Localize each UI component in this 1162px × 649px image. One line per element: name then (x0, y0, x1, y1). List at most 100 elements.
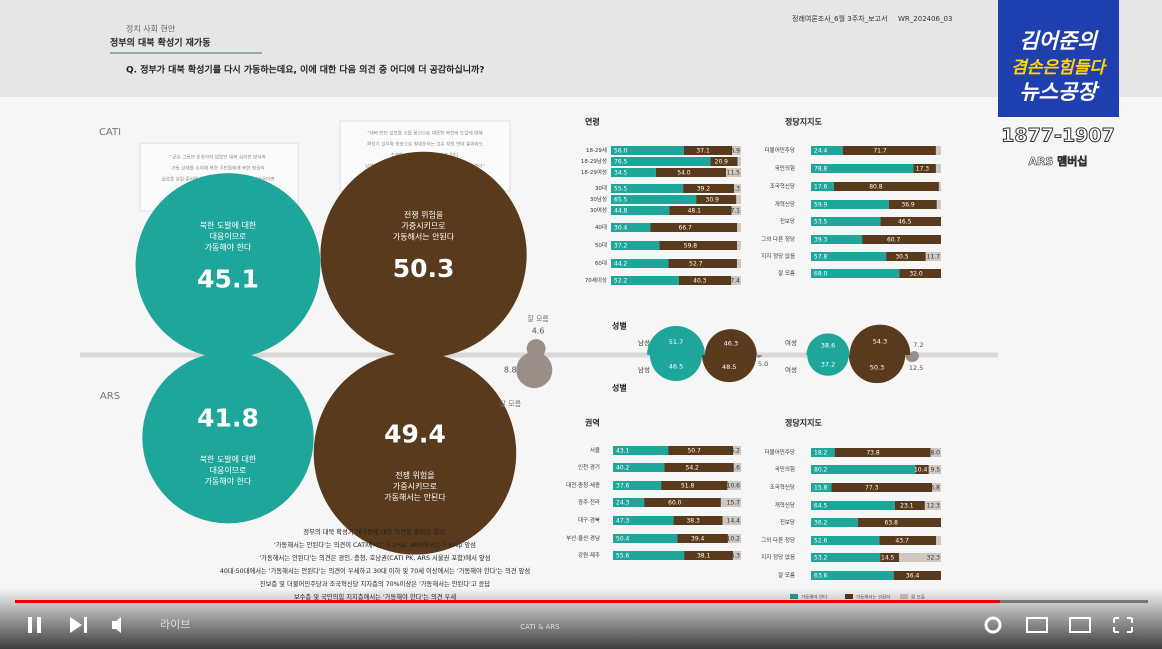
answer-value: 4.6 (532, 327, 545, 336)
bar-label: 5.3 (730, 185, 740, 192)
bar-label: 14.5 (881, 554, 895, 561)
bar-segment (611, 206, 670, 215)
bar-segment (732, 146, 741, 155)
bar-segment (811, 182, 834, 191)
bar-segment (880, 553, 900, 562)
bar-label: 15.8 (814, 484, 828, 491)
bar-segment (733, 463, 741, 472)
bar-label: 46.5 (898, 218, 912, 225)
bar-segment (655, 168, 727, 177)
bar-label: 53.5 (814, 218, 828, 225)
chapter-label: CATI & ARS (520, 623, 560, 631)
row-label: 50대 (595, 241, 607, 249)
theater-button[interactable] (1069, 617, 1091, 633)
bar-segment (611, 195, 697, 204)
bar-label: 8.0 (930, 449, 940, 456)
gender-value: 7.2 (913, 341, 923, 349)
bar-label: 48.1 (688, 207, 702, 214)
gender-half-circle (702, 355, 757, 383)
bar-segment (886, 252, 926, 261)
bar-label: 24.4 (814, 147, 828, 154)
gender-value: 38.6 (821, 341, 835, 349)
title: 정부의 대북 확성기 재가동 (110, 37, 210, 49)
bar-segment (924, 501, 941, 510)
bar-label: 10.6 (727, 482, 741, 489)
row-label: 진보당 (780, 217, 795, 225)
gender-half-circle (848, 355, 906, 384)
bar-label: 32.0 (909, 270, 923, 277)
bar-segment (613, 551, 685, 560)
bar-segment (611, 223, 651, 232)
bar-label: 6.9 (730, 147, 740, 154)
bar-segment (683, 184, 735, 193)
bar-label: 43.7 (895, 537, 909, 544)
answer-text: 전쟁 위험을 (404, 209, 443, 219)
bar-label: 71.7 (873, 147, 887, 154)
bar-segment (668, 259, 737, 268)
row-label: 70세이상 (585, 276, 607, 284)
row-label: 개혁신당 (775, 200, 795, 208)
answer-text: 가동해서는 안된다 (393, 231, 455, 241)
bar-segment (858, 518, 941, 527)
gender-half-circle (647, 326, 705, 355)
bar-segment (611, 157, 711, 166)
row-label: 40대 (595, 223, 607, 231)
row-label: 대전·충청·세종 (566, 481, 600, 489)
row-label: 부산·울산·경남 (566, 534, 600, 542)
settings-button[interactable] (984, 616, 1002, 634)
progress-played[interactable] (15, 600, 1000, 603)
bar-segment (811, 571, 894, 580)
bar-label: 38.3 (686, 517, 700, 524)
bar-label: 52.7 (689, 260, 703, 267)
bar-segment (932, 483, 941, 492)
bar-label: 76.5 (614, 158, 628, 165)
bar-label: 39.4 (691, 535, 705, 542)
answer-circle (135, 173, 321, 358)
bar-label: 50.4 (616, 535, 630, 542)
bar-label: 43.1 (616, 447, 630, 454)
bar-segment (673, 516, 723, 525)
bar-segment (613, 463, 665, 472)
phone: 1877-1907 (1001, 125, 1115, 147)
bar-label: 63.6 (814, 572, 828, 579)
bar-label: 56.0 (614, 147, 628, 154)
bar-label: 59.8 (684, 242, 698, 249)
section-title: 정당지지도 (785, 418, 822, 428)
bar-label: 51.8 (681, 482, 695, 489)
gender-half-circle (649, 355, 703, 382)
bar-segment (661, 481, 728, 490)
bar-label: 36.2 (814, 519, 828, 526)
gender-value: 46.3 (724, 339, 738, 347)
bar-segment (613, 446, 669, 455)
bar-segment (644, 498, 721, 507)
bar-segment (611, 146, 684, 155)
row-label: 국민의힘 (775, 164, 795, 172)
bar-label: 6.8 (930, 484, 940, 491)
next-button[interactable] (70, 617, 87, 633)
row-label: 더불어민주당 (765, 448, 795, 456)
miniplayer-button[interactable] (1026, 617, 1048, 633)
gender-value: 51.7 (669, 338, 683, 346)
bar-segment (736, 195, 741, 204)
fullscreen-button[interactable] (1113, 617, 1133, 633)
row-label: 조국혁신당 (770, 182, 795, 190)
volume-button[interactable] (112, 617, 121, 633)
gender-value: 48.5 (722, 363, 736, 371)
section-title: 정당지지도 (785, 117, 822, 127)
row-label: 잘 모름 (778, 571, 795, 579)
bar-label: 6.2 (730, 447, 740, 454)
bar-label: 37.2 (614, 242, 628, 249)
pause-button[interactable] (28, 617, 32, 633)
bar-segment (736, 259, 741, 268)
bar-segment (811, 483, 832, 492)
live-label: 라이브 (160, 618, 190, 631)
bar-segment (668, 446, 734, 455)
bar-label: 53.2 (814, 554, 828, 561)
pause-button[interactable] (37, 617, 41, 633)
bar-segment (650, 223, 738, 232)
bar-segment (727, 481, 741, 490)
row-label: 더불어민주당 (765, 146, 795, 154)
gender-label: 남성 (638, 365, 650, 374)
answer-value: 50.3 (393, 254, 455, 283)
